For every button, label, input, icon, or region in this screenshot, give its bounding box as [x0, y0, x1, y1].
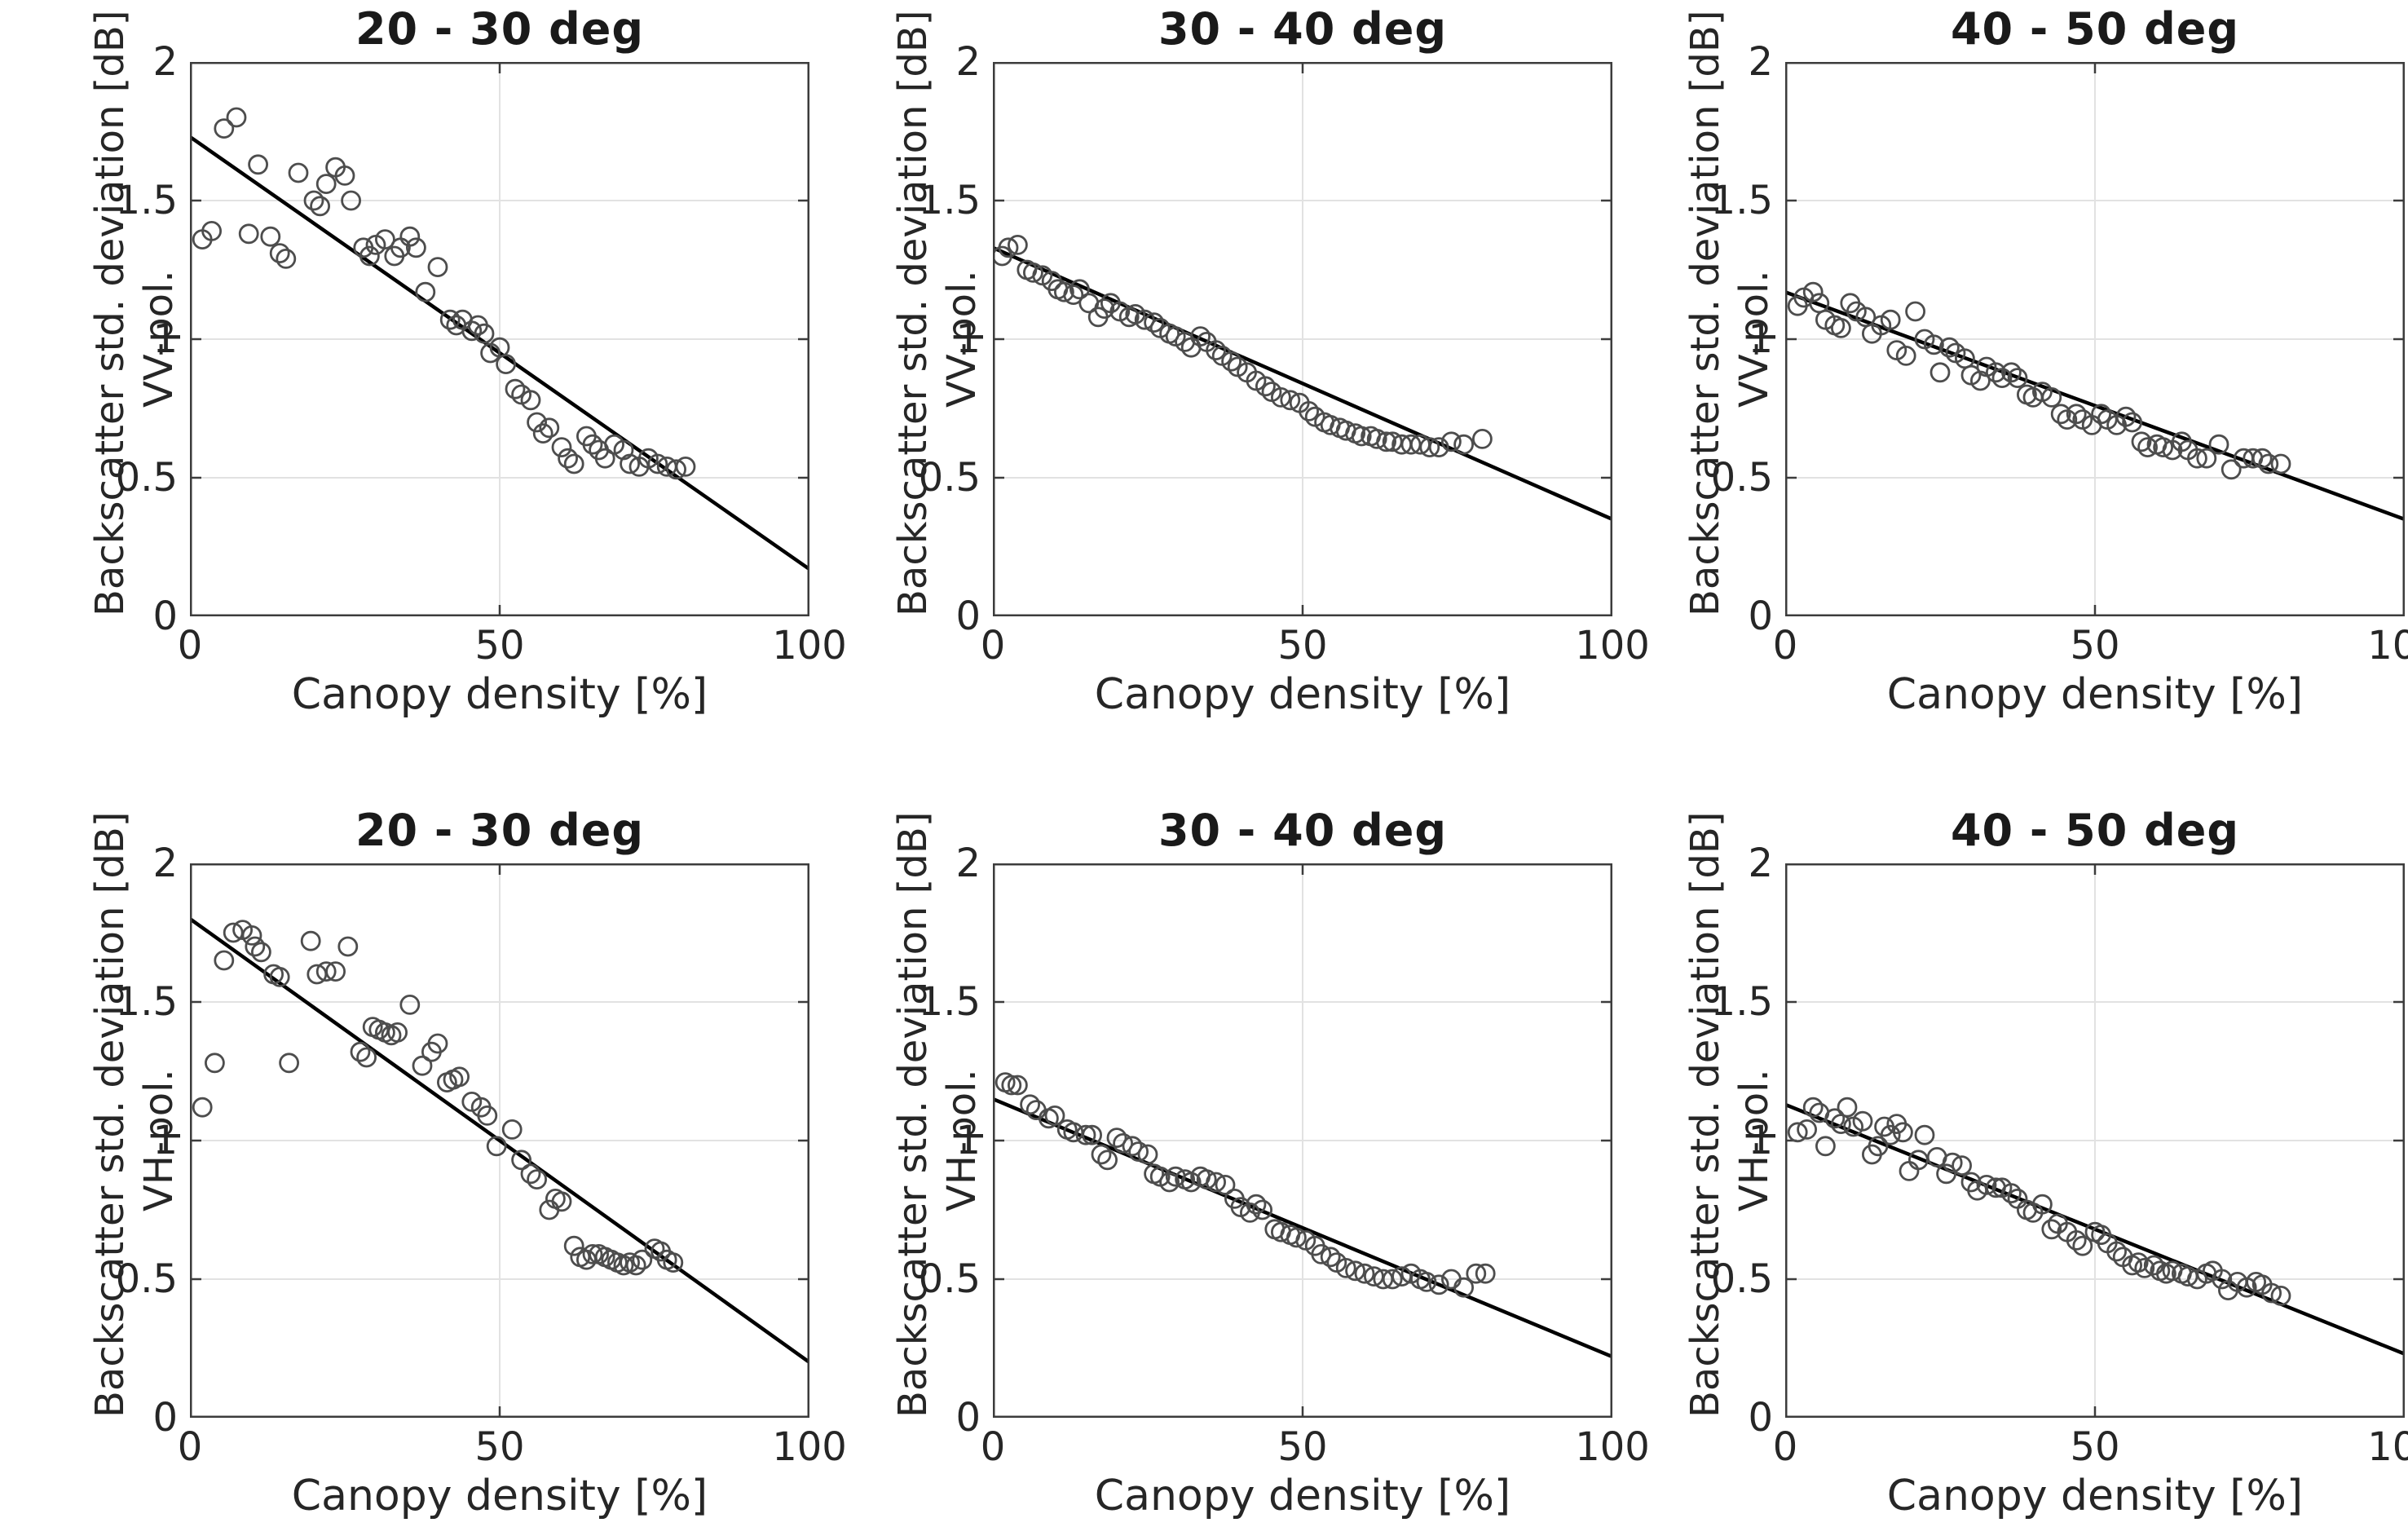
- x-tick-label: 100: [1575, 1424, 1650, 1470]
- x-tick-label: 100: [772, 1424, 847, 1470]
- plot-title: 20 - 30 deg: [355, 805, 645, 856]
- y-tick-label: 1: [152, 1118, 178, 1163]
- x-tick-label: 100: [2367, 623, 2408, 669]
- y-tick-label: 0: [1748, 1395, 1773, 1441]
- y-tick-label: 1: [955, 1118, 981, 1163]
- subplot-vv-30-40deg: Backscatter std. deviation [dB] VV-pol. …: [818, 0, 1650, 726]
- x-tick-label: 0: [980, 1424, 1006, 1470]
- x-axis-label: Canopy density [%]: [291, 670, 708, 719]
- plot-area: [190, 62, 809, 616]
- y-tick-label: 1: [955, 316, 981, 362]
- y-tick-label: 0: [1748, 594, 1773, 639]
- x-tick-label: 0: [1772, 1424, 1798, 1470]
- y-tick-label: 0.5: [1710, 1256, 1773, 1302]
- x-tick-label: 0: [980, 623, 1006, 669]
- x-axis-label: Canopy density [%]: [1094, 670, 1511, 719]
- y-tick-label: 0.5: [115, 1256, 178, 1302]
- subplot-vh-40-50deg: Backscatter std. deviation [dB] VH-pol. …: [1610, 801, 2408, 1527]
- plot-area: [993, 863, 1612, 1418]
- x-tick-label: 50: [474, 1424, 525, 1470]
- x-tick-label: 100: [2367, 1424, 2408, 1470]
- y-tick-label: 2: [955, 39, 981, 85]
- x-tick-label: 100: [1575, 623, 1650, 669]
- y-tick-label: 1.5: [1710, 178, 1773, 223]
- y-tick-label: 1: [1748, 1118, 1773, 1163]
- y-tick-label: 0: [955, 1395, 981, 1441]
- x-tick-label: 50: [1277, 623, 1328, 669]
- x-tick-label: 0: [1772, 623, 1798, 669]
- subplot-vv-20-30deg: Backscatter std. deviation [dB] VV-pol. …: [15, 0, 847, 726]
- plot-title: 30 - 40 deg: [1158, 805, 1448, 856]
- y-tick-label: 2: [1748, 841, 1773, 886]
- x-axis-label: Canopy density [%]: [1094, 1472, 1511, 1520]
- subplot-vh-20-30deg: Backscatter std. deviation [dB] VH-pol. …: [15, 801, 847, 1527]
- subplot-vv-40-50deg: Backscatter std. deviation [dB] VV-pol. …: [1610, 0, 2408, 726]
- y-tick-label: 1.5: [918, 979, 981, 1025]
- y-tick-label: 2: [955, 841, 981, 886]
- x-axis-label: Canopy density [%]: [291, 1472, 708, 1520]
- y-tick-label: 2: [1748, 39, 1773, 85]
- plot-title: 20 - 30 deg: [355, 3, 645, 55]
- y-tick-label: 2: [152, 841, 178, 886]
- plot-area: [1785, 62, 2405, 616]
- y-tick-label: 1.5: [115, 979, 178, 1025]
- y-tick-label: 0.5: [115, 455, 178, 501]
- plot-area: [1785, 863, 2405, 1418]
- plot-area: [190, 863, 809, 1418]
- y-tick-label: 1.5: [1710, 979, 1773, 1025]
- y-tick-label: 0: [955, 594, 981, 639]
- plot-title: 40 - 50 deg: [1950, 3, 2240, 55]
- x-tick-label: 0: [177, 623, 203, 669]
- y-tick-label: 1: [152, 316, 178, 362]
- y-tick-label: 1.5: [115, 178, 178, 223]
- y-tick-label: 0: [152, 1395, 178, 1441]
- subplot-vh-30-40deg: Backscatter std. deviation [dB] VH-pol. …: [818, 801, 1650, 1527]
- y-tick-label: 0.5: [918, 1256, 981, 1302]
- x-axis-label: Canopy density [%]: [1886, 1472, 2304, 1520]
- y-tick-label: 0.5: [918, 455, 981, 501]
- x-tick-label: 100: [772, 623, 847, 669]
- plot-area: [993, 62, 1612, 616]
- y-tick-label: 2: [152, 39, 178, 85]
- plot-title: 30 - 40 deg: [1158, 3, 1448, 55]
- x-axis-label: Canopy density [%]: [1886, 670, 2304, 719]
- x-tick-label: 50: [2070, 623, 2120, 669]
- y-tick-label: 0.5: [1710, 455, 1773, 501]
- y-tick-label: 0: [152, 594, 178, 639]
- x-tick-label: 50: [474, 623, 525, 669]
- plot-title: 40 - 50 deg: [1950, 805, 2240, 856]
- y-tick-label: 1: [1748, 316, 1773, 362]
- x-tick-label: 50: [2070, 1424, 2120, 1470]
- x-tick-label: 0: [177, 1424, 203, 1470]
- x-tick-label: 50: [1277, 1424, 1328, 1470]
- y-tick-label: 1.5: [918, 178, 981, 223]
